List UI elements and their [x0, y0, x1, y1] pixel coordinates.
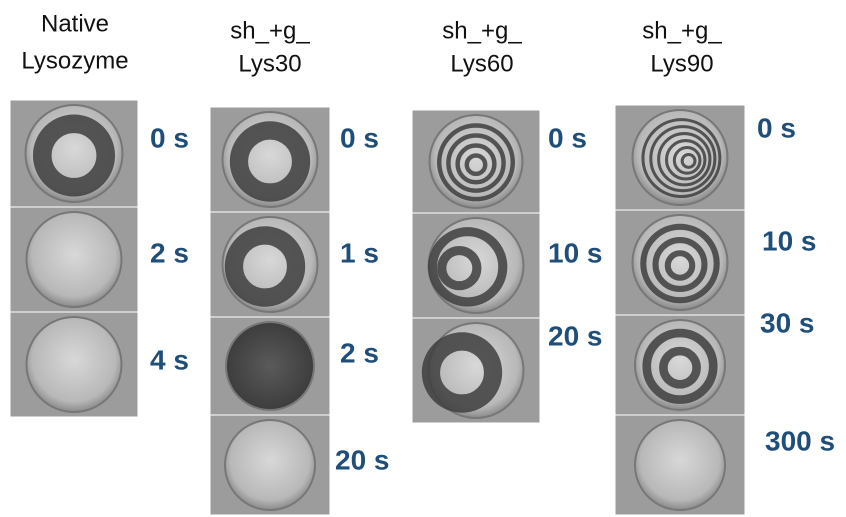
column-header: Native	[41, 10, 109, 37]
time-label: 30 s	[760, 307, 815, 338]
time-label: 0 s	[150, 122, 189, 153]
micrograph	[615, 315, 745, 415]
column-header: sh_+g_	[642, 17, 722, 44]
micrograph	[412, 213, 540, 318]
column-header: Lys90	[650, 50, 713, 77]
micrograph	[10, 312, 138, 417]
column-header: sh_+g_	[442, 17, 522, 44]
droplet	[27, 212, 122, 307]
droplet	[225, 420, 315, 510]
time-label: 20 s	[548, 320, 603, 351]
micrograph	[412, 110, 540, 213]
column-header: sh_+g_	[230, 17, 310, 44]
micrograph	[210, 317, 330, 415]
column-header: Lys30	[238, 50, 301, 77]
time-label: 1 s	[340, 237, 379, 268]
time-label: 20 s	[335, 444, 390, 475]
figure: Native Lysozyme 0 s 2 s 4 s sh_+g_ Lys30 0 s 1 s…	[0, 0, 846, 517]
micrograph	[615, 415, 745, 515]
time-label: 2 s	[340, 337, 379, 368]
micrograph	[10, 207, 138, 312]
droplet	[27, 317, 122, 412]
micrograph	[412, 318, 540, 423]
column-header: Lysozyme	[21, 47, 128, 74]
droplet	[430, 115, 523, 208]
time-label: 2 s	[150, 237, 189, 268]
time-label: 4 s	[150, 344, 189, 375]
micrograph	[210, 415, 330, 515]
time-label: 10 s	[548, 237, 603, 268]
time-label: 0 s	[548, 122, 587, 153]
micrograph	[615, 210, 745, 315]
droplet	[226, 322, 314, 410]
micrograph	[210, 107, 330, 212]
time-label: 10 s	[762, 225, 817, 256]
micrograph	[10, 100, 138, 207]
micrograph	[210, 212, 330, 317]
time-label: 0 s	[757, 112, 796, 143]
column-header: Lys60	[450, 50, 513, 77]
time-label: 0 s	[340, 122, 379, 153]
droplet	[635, 420, 725, 510]
micrograph	[615, 105, 745, 210]
time-label: 300 s	[765, 425, 835, 456]
